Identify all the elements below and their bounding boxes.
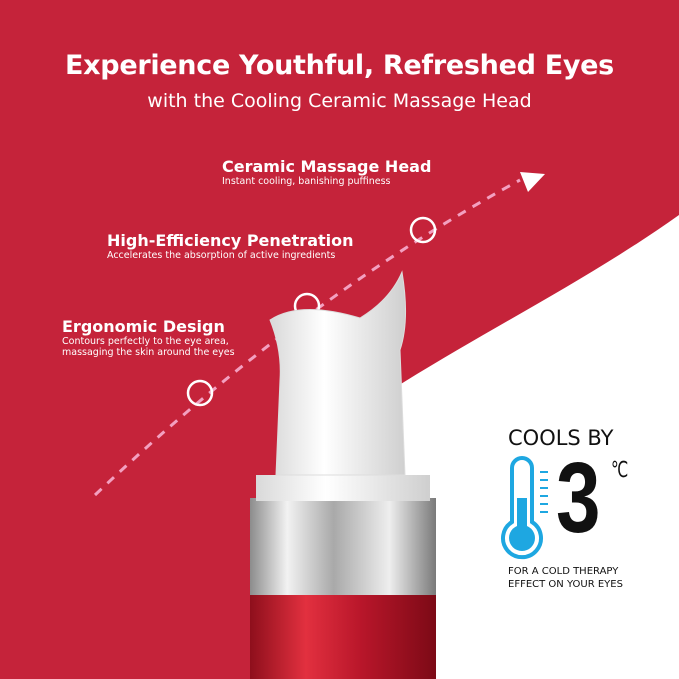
feature-desc: Accelerates the absorption of active ing… xyxy=(107,250,336,261)
cooling-note-line: EFFECT ON YOUR EYES xyxy=(508,579,623,590)
thermometer-icon xyxy=(501,456,548,560)
feature-ergonomic: Ergonomic Design Contours perfectly to t… xyxy=(62,317,235,358)
feature-title: High-Efficiency Penetration xyxy=(107,231,354,250)
marker-ring-icon xyxy=(409,216,437,244)
cooling-note-line: FOR A COLD THERAPY xyxy=(508,566,619,577)
page-subtitle: with the Cooling Ceramic Massage Head xyxy=(147,90,532,112)
arrow-head-icon xyxy=(520,172,545,192)
cooling-value: 3 xyxy=(556,442,601,554)
feature-desc: Contours perfectly to the eye area, xyxy=(62,336,229,347)
feature-desc: massaging the skin around the eyes xyxy=(62,347,235,358)
cooling-unit: ℃ xyxy=(611,458,629,483)
marker-ring-icon xyxy=(186,379,214,407)
feature-title: Ergonomic Design xyxy=(62,317,225,336)
product-bottle xyxy=(250,270,436,679)
feature-penetration: High-Efficiency Penetration Accelerates … xyxy=(107,231,354,261)
cooling-note: FOR A COLD THERAPY EFFECT ON YOUR EYES xyxy=(508,565,623,591)
feature-ceramic-head: Ceramic Massage Head Instant cooling, ba… xyxy=(222,157,431,187)
page-title: Experience Youthful, Refreshed Eyes xyxy=(65,50,614,81)
feature-desc: Instant cooling, banishing puffiness xyxy=(222,176,391,187)
feature-title: Ceramic Massage Head xyxy=(222,157,432,176)
cools-by-heading: COOLS BY xyxy=(508,426,614,450)
